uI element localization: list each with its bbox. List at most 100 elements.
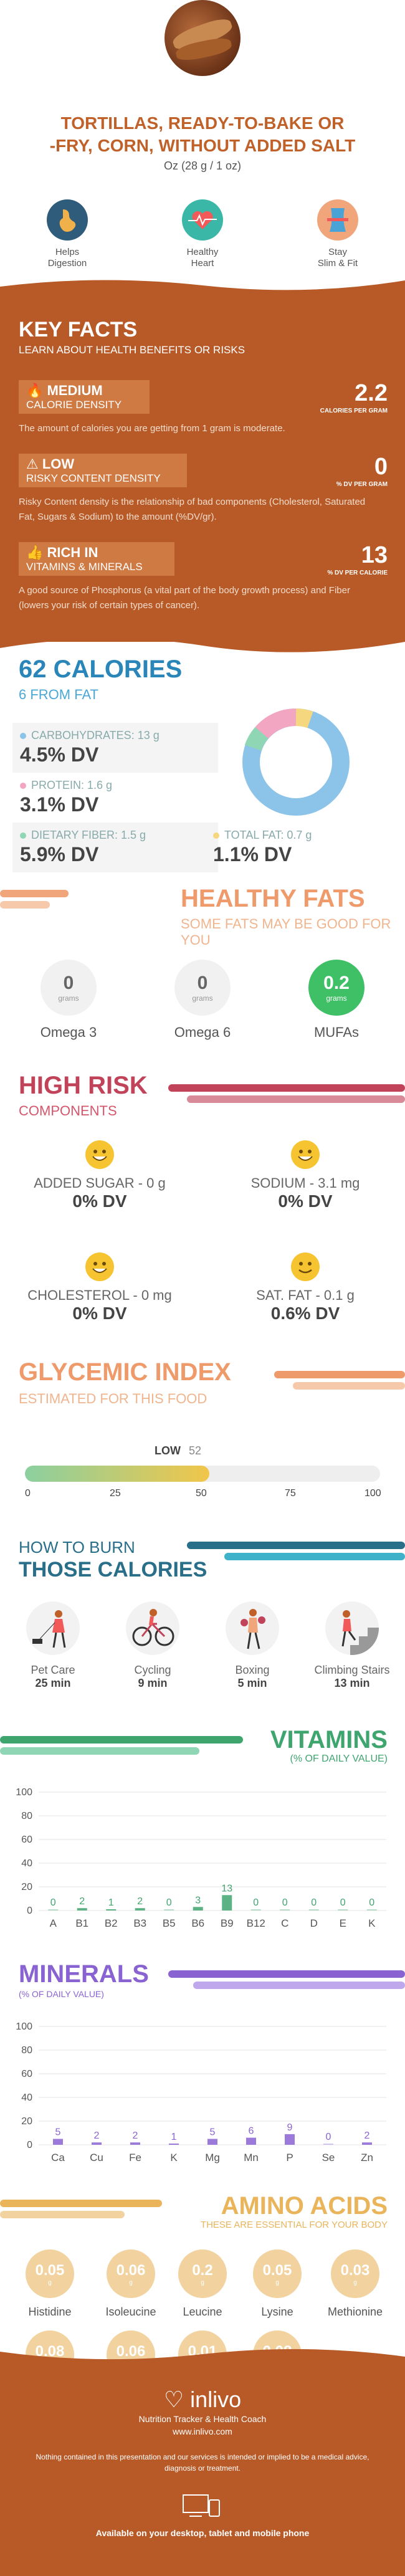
amino-unit: g (129, 2279, 133, 2286)
risk-cholesterol: CHOLESTEROL - 0 mg 0% DV (12, 1252, 187, 1324)
y-tick-label: 20 (21, 1882, 32, 1892)
footer-brand: ♡ inlivo (0, 2387, 405, 2413)
bar-A (48, 1909, 59, 1911)
bar-Fe (130, 2142, 140, 2145)
bar-B1 (77, 1908, 87, 1911)
amino-value: 0.05 (262, 2261, 292, 2279)
category-label-B3: B3 (133, 1917, 146, 1929)
y-tick-label: 40 (21, 2092, 32, 2103)
glycemic-readout: LOW 52 (155, 1444, 201, 1457)
burn-minutes: 9 min (138, 1677, 168, 1689)
bar-B9 (222, 1895, 232, 1911)
amino-name: Lysine (261, 2306, 293, 2318)
nutrient-label: TOTAL FAT: 0.7 g (224, 829, 312, 841)
risk-label: SODIUM - 3.1 mg (250, 1175, 360, 1191)
data-label-Mg: 5 (210, 2127, 216, 2138)
data-label-P: 9 (287, 2122, 293, 2133)
decorative-bars-left (0, 2200, 168, 2228)
bar-B12 (250, 1909, 261, 1911)
smile-icon (291, 1252, 320, 1281)
data-label-K: 0 (369, 1897, 374, 1908)
devices-icon (0, 2493, 405, 2523)
vitamins-subtitle: (% OF DAILY VALUE) (290, 1753, 388, 1764)
header: TORTILLAS, READY-TO-BAKE OR -FRY, CORN, … (0, 0, 405, 293)
fat-name: Omega 3 (40, 1024, 97, 1040)
amino-badge: 0.2 g (178, 2249, 227, 2298)
fact-label: 🔥 MEDIUM CALORIE DENSITY (19, 380, 150, 414)
stairs-icon (325, 1601, 379, 1655)
category-label-C: C (281, 1917, 288, 1929)
data-label-B12: 0 (253, 1897, 259, 1908)
risk-dv: 0.6% DV (270, 1304, 340, 1323)
nutrient-label: PROTEIN: 1.6 g (31, 779, 113, 791)
amino-lysine: 0.05 g Lysine (240, 2249, 315, 2319)
burn-name: Boxing (235, 1664, 270, 1676)
data-label-Mn: 6 (249, 2126, 254, 2137)
fat-mufas: 0.2 grams MUFAs (274, 960, 399, 1041)
bar-K (366, 1909, 377, 1911)
category-label-B6: B6 (191, 1917, 204, 1929)
fat-value: 0.2 (323, 973, 350, 993)
title-line-1: TORTILLAS, READY-TO-BAKE OR (60, 113, 345, 133)
category-label-D: D (310, 1917, 318, 1929)
fact-value: 13 (361, 542, 388, 568)
fact-level: RICH IN (47, 545, 98, 560)
amino-value: 0.06 (116, 2261, 146, 2279)
footer-url[interactable]: www.inlivo.com (173, 2426, 232, 2436)
fact-level: LOW (42, 456, 75, 472)
title-line-2: -FRY, CORN, WITHOUT ADDED SALT (49, 136, 356, 155)
fact-label: ⚠ LOW RISKY CONTENT DENSITY (19, 454, 187, 487)
nutrient-fiber: DIETARY FIBER: 1.5 g 5.9% DV (12, 823, 218, 872)
data-label-D: 0 (311, 1897, 317, 1908)
burn-minutes: 25 min (35, 1677, 71, 1689)
nutrient-protein: PROTEIN: 1.6 g 3.1% DV (12, 773, 218, 823)
data-label-B5: 0 (166, 1897, 172, 1908)
risk-label: ADDED SUGAR - 0 g (34, 1175, 166, 1191)
bicycle-icon (126, 1601, 179, 1655)
calories-donut-chart (242, 708, 350, 816)
fact-value: 2.2 (355, 380, 388, 406)
risk-dv: 0% DV (278, 1191, 333, 1211)
amino-value: 0.2 (192, 2261, 213, 2279)
amino-title: AMINO ACIDS (221, 2192, 388, 2220)
data-label-Se: 0 (326, 2132, 331, 2142)
bar-P (285, 2134, 295, 2145)
smile-icon (85, 1252, 114, 1281)
amino-badge: 0.05 g (253, 2249, 302, 2298)
nutrient-label: CARBOHYDRATES: 13 g (31, 729, 160, 742)
data-label-B6: 3 (195, 1895, 201, 1906)
category-label-Mn: Mn (244, 2152, 259, 2163)
fact-description: Risky Content density is the relationshi… (19, 497, 366, 522)
category-label-B2: B2 (105, 1917, 118, 1929)
amino-value: 0.03 (340, 2261, 370, 2279)
fact-value: 0 (374, 454, 388, 480)
bar-Cu (92, 2142, 102, 2145)
risk-label: SAT. FAT - 0.1 g (256, 1287, 355, 1303)
y-tick-label: 0 (27, 2140, 32, 2150)
bar-Mg (207, 2139, 217, 2145)
amino-methionine: 0.03 g Methionine (318, 2249, 393, 2319)
vitamins-bar-chart: 0 20 40 60 80 100 0 A 2 B1 1 B2 2 B3 0 B5 3 B6 13 B9 0 B12 0 C 0… (16, 1787, 386, 1929)
fact-name: CALORIE DENSITY (26, 399, 122, 411)
heart-logo-icon: ♡ (163, 2387, 184, 2412)
amino-subtitle: THESE ARE ESSENTIAL FOR YOUR BODY (200, 2220, 388, 2230)
amino-unit: g (275, 2279, 279, 2286)
keyfacts-wave-bottom (0, 623, 405, 652)
fat-omega6: 0 grams Omega 6 (140, 960, 265, 1041)
glycemic-bar-fill (25, 1466, 210, 1482)
amino-badge: 0.05 g (26, 2249, 74, 2298)
gi-tick: 75 (285, 1488, 296, 1499)
burn-cycling: Cycling 9 min (106, 1601, 199, 1690)
category-label-B1: B1 (75, 1917, 88, 1929)
burn-title-2: THOSE CALORIES (19, 1558, 207, 1581)
gi-tick: 0 (25, 1488, 31, 1499)
category-label-E: E (340, 1917, 346, 1929)
decorative-bars-left (0, 889, 75, 917)
decorative-bars-right (168, 1970, 405, 1999)
calories-subtitle: 6 FROM FAT (19, 687, 98, 702)
amino-name: Isoleucine (105, 2306, 156, 2318)
category-label-K: K (170, 2152, 178, 2163)
burn-pet-care: Pet Care 25 min (6, 1601, 100, 1690)
benefit-label-3b: Slim & Fit (317, 258, 358, 269)
healthy-fats-subtitle: SOME FATS MAY BE GOOD FOR YOU (181, 916, 391, 948)
